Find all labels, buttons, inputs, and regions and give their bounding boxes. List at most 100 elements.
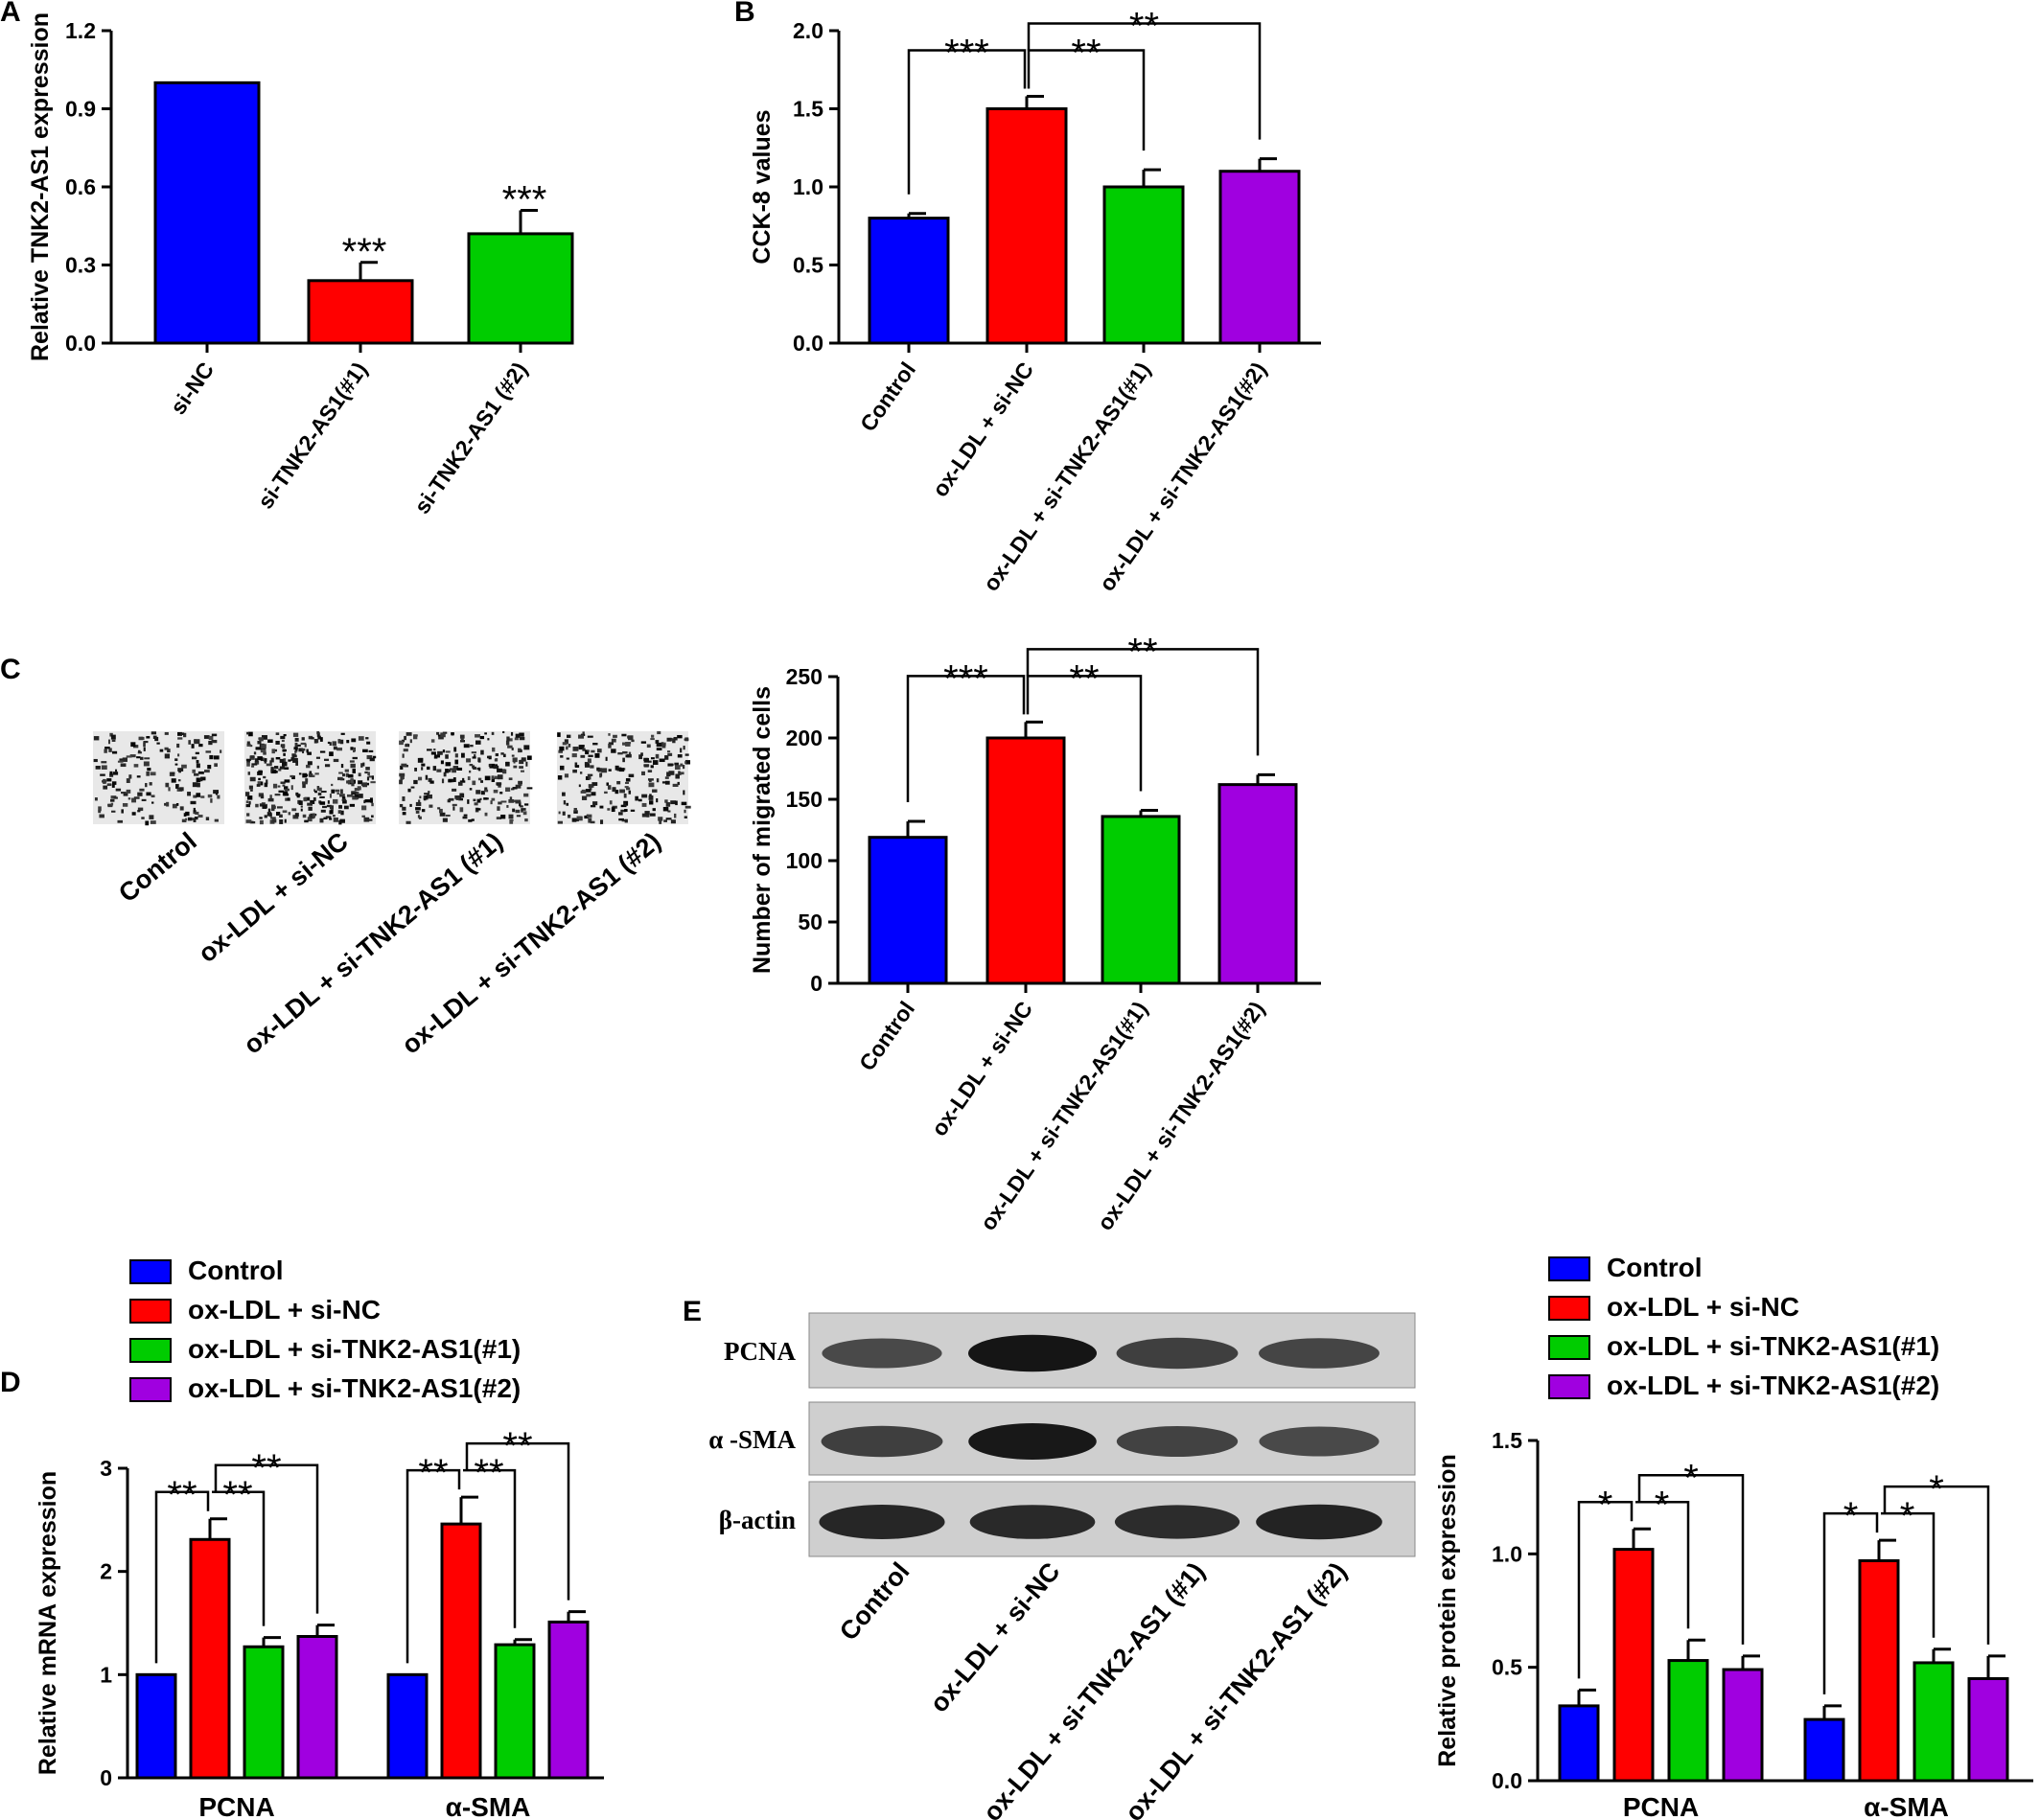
cell-speck [362,749,368,752]
cell-speck [491,777,496,782]
cell-speck [172,803,177,809]
cell-speck [520,805,523,808]
cell-speck [347,779,352,785]
cell-speck [665,802,671,807]
cell-speck [111,781,117,785]
cell-speck [260,795,265,799]
cell-speck [587,749,591,752]
cell-speck [362,762,365,767]
bar [1218,170,1301,345]
cell-speck [571,818,577,822]
legend: Control ox-LDL + si-NC ox-LDL + si-TNK2-AS… [1548,1253,1939,1400]
cell-speck [647,778,654,781]
cell-speck [428,777,432,782]
cell-speck [280,735,286,740]
cell-speck [312,813,315,818]
cell-speck [339,794,345,797]
cell-speck [584,815,589,819]
cell-speck [302,772,308,778]
legend-label: ox-LDL + si-NC [1607,1292,1799,1322]
bar [296,1634,338,1780]
cell-speck [471,818,475,821]
cell-speck [154,736,159,742]
y-tick-label: 250 [786,664,823,689]
cell-speck [364,771,368,774]
cell-speck [168,787,171,792]
cell-speck [670,819,676,824]
cell-speck [276,811,281,817]
significance-stars: *** [502,178,547,220]
significance-stars: ** [251,1447,281,1489]
cell-speck [121,809,124,814]
cell-speck [648,795,654,800]
cell-speck [452,803,457,807]
cell-speck [296,794,300,798]
cell-speck [441,778,445,784]
cell-speck [131,797,137,803]
cell-speck [631,739,635,743]
cell-speck [283,733,287,737]
cell-speck [103,785,108,790]
significance-bracket [1026,675,1143,792]
cell-speck [505,740,510,746]
cell-speck [399,772,406,777]
cell-speck [445,750,451,753]
cell-speck [266,763,272,767]
x-category-label: si-NC [165,357,219,419]
cell-speck [648,779,652,782]
cell-speck [572,769,577,773]
y-tick-label: 1.0 [1492,1541,1522,1566]
cell-speck [301,737,305,741]
cell-speck [618,818,625,821]
cell-speck [413,779,418,785]
cell-speck [261,735,267,740]
cell-speck [607,808,611,811]
cell-speck [469,770,472,773]
cell-speck [140,756,144,760]
cell-speck [638,754,643,760]
cell-speck [126,755,132,758]
cell-speck [284,786,289,790]
cell-speck [582,748,586,751]
significance-stars: ** [1127,631,1157,673]
cell-speck [417,757,424,763]
bar [1803,1717,1845,1783]
cell-speck [596,767,600,772]
cell-speck [264,815,267,818]
cell-speck [622,757,625,763]
cell-speck [192,782,198,788]
bar [1858,1558,1900,1783]
cell-speck [641,813,648,818]
cell-speck [625,778,631,782]
cell-speck [315,756,321,759]
cell-speck [592,742,598,746]
cell-speck [275,732,280,735]
cell-speck [491,797,496,801]
blot-band [821,1425,943,1458]
cell-speck [679,772,684,775]
cell-speck [461,752,465,758]
cell-speck [270,757,274,763]
cell-speck [609,800,613,805]
cell-speck [401,763,407,768]
cell-speck [288,759,291,762]
cell-speck [137,751,142,754]
cell-speck [491,731,495,735]
cell-speck [433,748,436,751]
cell-speck [596,749,602,753]
cell-speck [588,818,592,823]
bar [189,1537,231,1780]
cell-speck [648,760,652,763]
cell-speck [599,805,604,809]
cell-speck [146,792,151,796]
cell-speck [472,756,476,759]
cell-speck [512,808,516,813]
cell-speck [308,806,313,811]
cell-speck [625,742,631,747]
cell-speck [662,806,669,812]
cell-speck [245,758,251,761]
cell-speck [572,747,579,751]
significance-stars: *** [944,32,989,74]
cell-speck [327,800,330,804]
cell-speck [275,740,280,745]
